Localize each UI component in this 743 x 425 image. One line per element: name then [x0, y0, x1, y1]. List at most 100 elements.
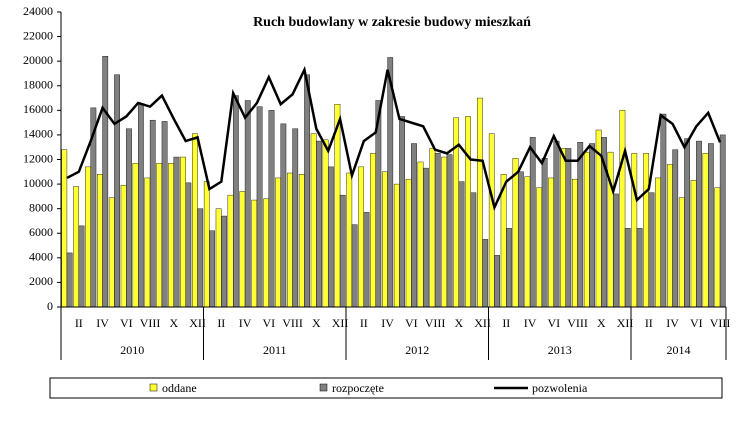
bar: [358, 166, 365, 308]
bar: [506, 228, 512, 308]
x-tick-label: X: [169, 316, 178, 330]
x-tick-label: VIII: [567, 316, 588, 330]
x-tick-label: IV: [381, 316, 394, 330]
x-tick-label: VI: [547, 316, 560, 330]
bar: [393, 183, 400, 308]
bar: [690, 180, 697, 308]
bar: [232, 95, 239, 308]
legend-swatch: [149, 383, 158, 392]
bar: [541, 158, 548, 308]
bar: [655, 177, 661, 308]
x-tick-label: VIII: [710, 316, 731, 330]
x-tick-label: II: [217, 316, 225, 330]
x-tick-label: X: [597, 316, 606, 330]
bar: [66, 252, 73, 308]
bar: [536, 187, 543, 308]
bar: [149, 119, 156, 308]
year-label: 2013: [548, 343, 572, 357]
bar: [173, 156, 180, 308]
bar: [209, 230, 215, 308]
bar: [97, 174, 103, 308]
bar: [292, 128, 299, 308]
bar: [251, 199, 258, 308]
bar: [465, 116, 471, 308]
bar: [192, 133, 198, 308]
bar: [667, 164, 673, 308]
bar: [256, 106, 263, 308]
bar: [287, 172, 293, 308]
bar: [458, 181, 465, 308]
x-tick-label: XII: [332, 316, 349, 330]
bar: [304, 74, 310, 308]
bar: [351, 224, 358, 308]
bar: [577, 142, 584, 308]
x-tick-label: VI: [405, 316, 418, 330]
bar: [560, 148, 566, 308]
bar: [411, 143, 417, 308]
bar: [494, 255, 500, 308]
x-tick-label: II: [360, 316, 368, 330]
bar: [363, 212, 370, 308]
bar: [660, 113, 667, 308]
bar: [78, 225, 85, 308]
bar: [477, 97, 483, 308]
y-tick-label: 2000: [29, 274, 53, 288]
y-tick-label: 12000: [23, 151, 53, 165]
x-tick-label: II: [502, 316, 510, 330]
bar: [417, 161, 424, 308]
bar: [310, 133, 317, 308]
bar: [108, 197, 115, 308]
x-tick-label: VIII: [140, 316, 161, 330]
x-tick-label: IV: [524, 316, 537, 330]
bar: [227, 194, 234, 308]
legend-label: oddane: [162, 381, 197, 395]
x-tick-label: IV: [666, 316, 679, 330]
bar: [102, 56, 109, 308]
bar: [132, 162, 139, 308]
bar: [441, 156, 448, 308]
bar: [714, 187, 721, 308]
bar: [156, 162, 163, 308]
bar: [215, 208, 222, 308]
bar: [624, 228, 631, 308]
bar: [553, 140, 560, 308]
x-tick-label: VI: [690, 316, 703, 330]
bar: [221, 215, 227, 308]
y-tick-label: 0: [47, 299, 53, 313]
bar: [429, 148, 436, 308]
x-tick-label: X: [312, 316, 321, 330]
bar: [648, 192, 655, 308]
bar: [619, 110, 626, 308]
bar: [565, 148, 572, 308]
bar: [126, 128, 132, 308]
legend-box: [49, 377, 723, 399]
y-tick-label: 18000: [23, 78, 53, 92]
bar: [524, 176, 531, 308]
chart-title: Ruch budowlany w zakresie budowy mieszka…: [253, 15, 531, 30]
bar: [678, 197, 685, 308]
bar: [548, 177, 555, 308]
bar: [422, 167, 429, 308]
bar: [517, 171, 524, 308]
year-label: 2011: [263, 343, 287, 357]
bar: [180, 156, 186, 308]
bar: [120, 185, 127, 308]
y-tick-label: 24000: [23, 4, 53, 18]
bar: [244, 100, 251, 308]
bar: [327, 166, 334, 308]
bar: [707, 143, 714, 308]
y-tick-label: 10000: [23, 176, 53, 190]
x-tick-label: XII: [189, 316, 206, 330]
bar: [197, 208, 204, 308]
bar: [85, 166, 91, 308]
bar: [239, 191, 246, 308]
bar: [339, 194, 346, 308]
bar: [696, 140, 702, 308]
x-tick-label: VI: [120, 316, 133, 330]
bar: [434, 153, 441, 308]
year-label: 2012: [405, 343, 429, 357]
bar: [137, 103, 144, 308]
year-label: 2010: [120, 343, 144, 357]
bar: [702, 153, 709, 308]
